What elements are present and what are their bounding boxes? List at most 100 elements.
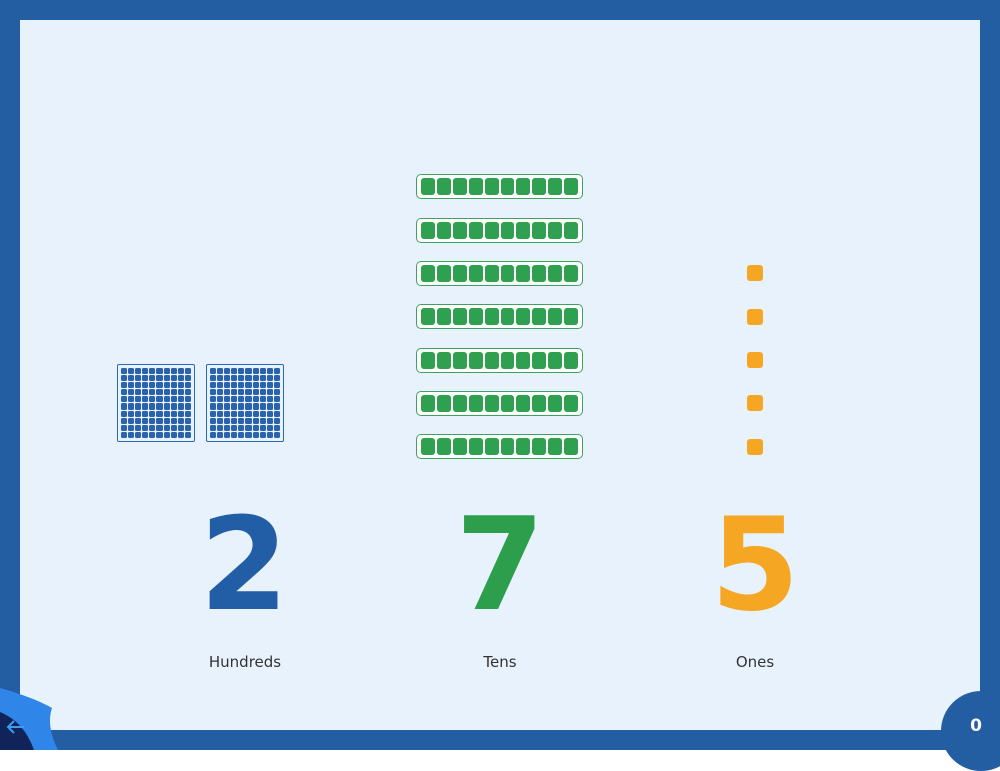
tens-unit [436,308,451,325]
hundreds-unit [217,396,224,403]
tens-unit [548,352,563,369]
hundreds-unit [156,431,163,438]
hundreds-unit [156,396,163,403]
hundreds-unit [142,389,149,396]
hundreds-unit [128,417,135,424]
tens-unit [468,438,483,455]
hundreds-unit [128,431,135,438]
hundreds-unit [135,382,142,389]
back-button[interactable] [0,688,62,750]
tens-unit [548,222,563,239]
tens-unit [548,308,563,325]
hundreds-unit [210,389,217,396]
hundreds-unit [156,424,163,431]
tens-unit [516,222,531,239]
hundreds-unit [245,431,252,438]
hundreds-unit [266,431,273,438]
hundreds-unit [273,368,280,375]
hundreds-unit [231,375,238,382]
hundreds-unit [231,368,238,375]
hundreds-unit [245,403,252,410]
tens-unit [421,265,435,282]
tens-unit [516,438,531,455]
hundreds-unit [149,417,156,424]
hundreds-unit [266,410,273,417]
tens-unit [484,222,499,239]
hundreds-unit [177,431,184,438]
hundreds-unit [170,431,177,438]
hundreds-unit [252,382,259,389]
hundreds-unit [135,410,142,417]
hundreds-unit [259,382,266,389]
hundreds-unit [177,410,184,417]
tens-unit [452,438,467,455]
tens-unit [452,178,467,195]
tens-unit [468,178,483,195]
hundreds-unit [163,431,170,438]
tens-unit [421,222,435,239]
hundreds-unit [170,389,177,396]
tens-unit [421,178,435,195]
hundreds-unit [252,368,259,375]
tens-rod [416,391,583,416]
tens-unit [436,438,451,455]
tens-unit [516,395,531,412]
tens-unit [436,222,451,239]
hundreds-unit [238,424,245,431]
tens-unit [564,352,579,369]
tens-unit [564,438,579,455]
hundreds-unit [135,375,142,382]
hundreds-unit [163,424,170,431]
tens-unit [484,265,499,282]
hundreds-unit [184,389,191,396]
hundreds-unit [177,424,184,431]
tens-unit [468,308,483,325]
tens-rod [416,261,583,286]
hundreds-unit [273,424,280,431]
tens-unit [500,178,515,195]
hundreds-unit [238,375,245,382]
tens-rod [416,348,583,373]
hundreds-unit [163,375,170,382]
hundreds-unit [177,368,184,375]
hundreds-unit [121,396,128,403]
hundreds-unit [224,368,231,375]
tens-digit: 7 [455,491,545,640]
hundreds-unit [170,417,177,424]
tens-unit [564,222,579,239]
hundreds-unit [121,431,128,438]
hundreds-unit [163,368,170,375]
hundreds-unit [128,382,135,389]
hundreds-unit [273,417,280,424]
hundreds-unit [224,424,231,431]
tens-unit [532,178,547,195]
hundreds-unit [224,375,231,382]
hundreds-unit [163,417,170,424]
hundreds-unit [149,396,156,403]
hundreds-unit [210,368,217,375]
tens-unit [532,352,547,369]
hundreds-unit [156,382,163,389]
tens-rod [416,218,583,243]
tens-unit [548,265,563,282]
hundreds-unit [184,431,191,438]
hundreds-unit [121,403,128,410]
hundreds-unit [224,403,231,410]
hundreds-unit [273,410,280,417]
hundreds-unit [142,431,149,438]
tens-unit [500,222,515,239]
tens-unit [421,308,435,325]
hundreds-unit [184,410,191,417]
tens-unit [484,308,499,325]
tens-unit [484,178,499,195]
hundreds-unit [128,375,135,382]
hundreds-unit [121,424,128,431]
hundreds-unit [273,375,280,382]
hundreds-unit [128,396,135,403]
hundreds-unit [121,410,128,417]
hundreds-unit [142,396,149,403]
hundreds-unit [217,410,224,417]
hundreds-unit [266,424,273,431]
hundreds-unit [259,368,266,375]
hundreds-unit [128,389,135,396]
